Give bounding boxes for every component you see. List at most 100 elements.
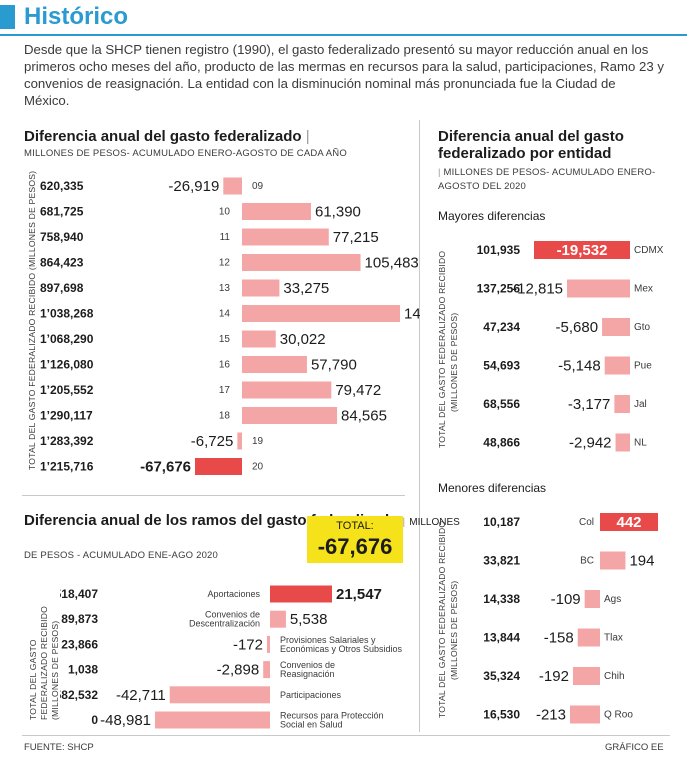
footer-divider: [22, 735, 670, 736]
bar-pue: [604, 356, 630, 375]
chart4-ylabel-1: TOTAL DEL GASTO FEDERALIZADO RECIBIDO: [437, 520, 447, 718]
total-value-label: 864,423: [40, 256, 84, 270]
total-value-label: 1’205,552: [40, 383, 94, 397]
value-label: -5,680: [556, 319, 599, 336]
total-value-label: 16,530: [483, 708, 520, 722]
value-label: 33,275: [283, 280, 329, 297]
value-label: -109: [551, 591, 581, 608]
total-box: [307, 516, 403, 563]
bar-cdmx: [534, 241, 630, 259]
bar-16: [242, 356, 307, 373]
value-label: -5,148: [558, 358, 601, 375]
source-note: FUENTE: SHCP: [24, 742, 94, 753]
bar-aportaciones: [270, 585, 332, 603]
section-divider: [22, 495, 405, 496]
value-label: -48,981: [100, 712, 151, 729]
bar-19: [237, 432, 242, 450]
category-label: Descentralización: [189, 619, 260, 629]
bar-provisiones-salariales-y: [267, 635, 270, 653]
chart3-mayores-bars: 101,935 -19,532 CDMX 137,256-12,815 Mex 47,23…: [477, 241, 664, 452]
total-value-label: 620,335: [40, 179, 84, 193]
chart1-title: Diferencia anual del gasto federalizado …: [24, 128, 310, 145]
total-value-label: 54,693: [483, 359, 520, 373]
value-label: -67,676: [140, 459, 191, 476]
value-label: -6,725: [191, 433, 234, 450]
bar-nl: [615, 433, 630, 452]
chart2-subtitle: DE PESOS - ACUMULADO ENE-AGO 2020: [24, 550, 219, 561]
category-label: Col: [579, 517, 594, 528]
value-label: 140,570: [404, 306, 420, 323]
value-label: 79,472: [335, 382, 381, 399]
chart4-ylabel-2: (MILLONES DE PESOS): [449, 580, 459, 680]
category-label: 18: [219, 411, 231, 422]
category-label: Q Roo: [604, 710, 633, 721]
value-label: -12,815: [512, 281, 563, 298]
chart1-yearly-bars: 620,335 -26,919 09 681,725 61,390 10 758,940 77…: [40, 177, 420, 476]
total-value-label: 23,866: [61, 637, 98, 651]
chart1-subtitle: MILLONES DE PESOS- ACUMULADO ENERO-AGOST…: [24, 148, 347, 159]
category-label: Participaciones: [280, 690, 342, 700]
total-value-label: 1’068,290: [40, 332, 94, 346]
value-label: 84,565: [341, 408, 387, 425]
category-label: Jal: [634, 399, 647, 410]
value-label: 77,215: [333, 229, 379, 246]
bar-15: [242, 330, 276, 348]
category-label: Pue: [634, 361, 652, 372]
total-value-label: 897,698: [40, 281, 84, 295]
bar-convenios-de: [270, 610, 286, 628]
bar-09: [223, 177, 242, 195]
header-accent-bar: [0, 5, 15, 29]
bar-10: [242, 203, 312, 220]
bar-ags: [584, 590, 600, 608]
category-label: 15: [219, 334, 231, 345]
bar-chih: [572, 667, 600, 685]
total-value-label: 137,256: [477, 282, 521, 296]
total-value-label: 101,935: [477, 243, 521, 257]
chart3-ylabel-1: TOTAL DEL GASTO FEDERALIZADO RECIBIDO: [437, 250, 447, 448]
chart2-ylabel-2: FEDERALIZADO RECIBIDO: [39, 605, 49, 720]
category-label: 16: [219, 360, 231, 371]
value-label: -26,919: [168, 178, 219, 195]
chart2-title: Diferencia anual de los ramos del gasto …: [24, 512, 460, 529]
value-label: -2,942: [569, 435, 612, 452]
bar-14: [242, 305, 400, 322]
value-label: 21,547: [336, 586, 382, 603]
category-label: Social en Salud: [280, 720, 343, 730]
total-value-label: 518,407: [60, 587, 98, 601]
bar-participaciones: [169, 686, 270, 704]
chart2-ylabel-1: TOTAL DEL GASTO: [28, 639, 38, 720]
total-value-label: 582,532: [60, 688, 98, 702]
group-mayores-label: Mayores diferencias: [438, 209, 546, 223]
total-value-label: 10,187: [483, 515, 520, 529]
bar-gto: [602, 318, 630, 336]
total-value-label: 681,725: [40, 205, 84, 219]
total-value-label: 1’290,117: [40, 409, 93, 423]
category-label: Provisiones Salariales y: [280, 635, 376, 645]
category-label: Económicas y Otros Subsidios: [280, 644, 403, 654]
total-value-label: 35,324: [483, 669, 520, 683]
value-label: 105,483: [365, 255, 419, 272]
category-label: 13: [219, 283, 231, 294]
value-label: -192: [539, 668, 569, 685]
total-label: TOTAL:: [336, 520, 374, 532]
category-label: CDMX: [634, 245, 664, 256]
value-label: 57,790: [311, 357, 357, 374]
category-label: 14: [219, 309, 231, 320]
value-label: 5,538: [290, 611, 328, 628]
category-label: 19: [252, 436, 264, 447]
bar-17: [242, 381, 332, 399]
bar-col: [600, 513, 658, 531]
category-label: 10: [219, 207, 231, 218]
bar-12: [242, 254, 361, 271]
total-value-label: 68,556: [483, 397, 520, 411]
value-label: 30,022: [280, 331, 326, 348]
bar-mex: [567, 279, 630, 298]
bar-jal: [614, 395, 630, 413]
category-label: Reasignación: [280, 669, 335, 679]
column-divider: [419, 120, 420, 732]
chart1-ylabel: TOTAL DEL GASTO FEDERALIZADO RECIBIDO (M…: [27, 170, 37, 470]
category-label: Convenios de: [205, 610, 260, 620]
total-value-label: 1’215,716: [40, 460, 94, 474]
bar-18: [242, 407, 338, 424]
value-label: -2,898: [217, 662, 260, 679]
